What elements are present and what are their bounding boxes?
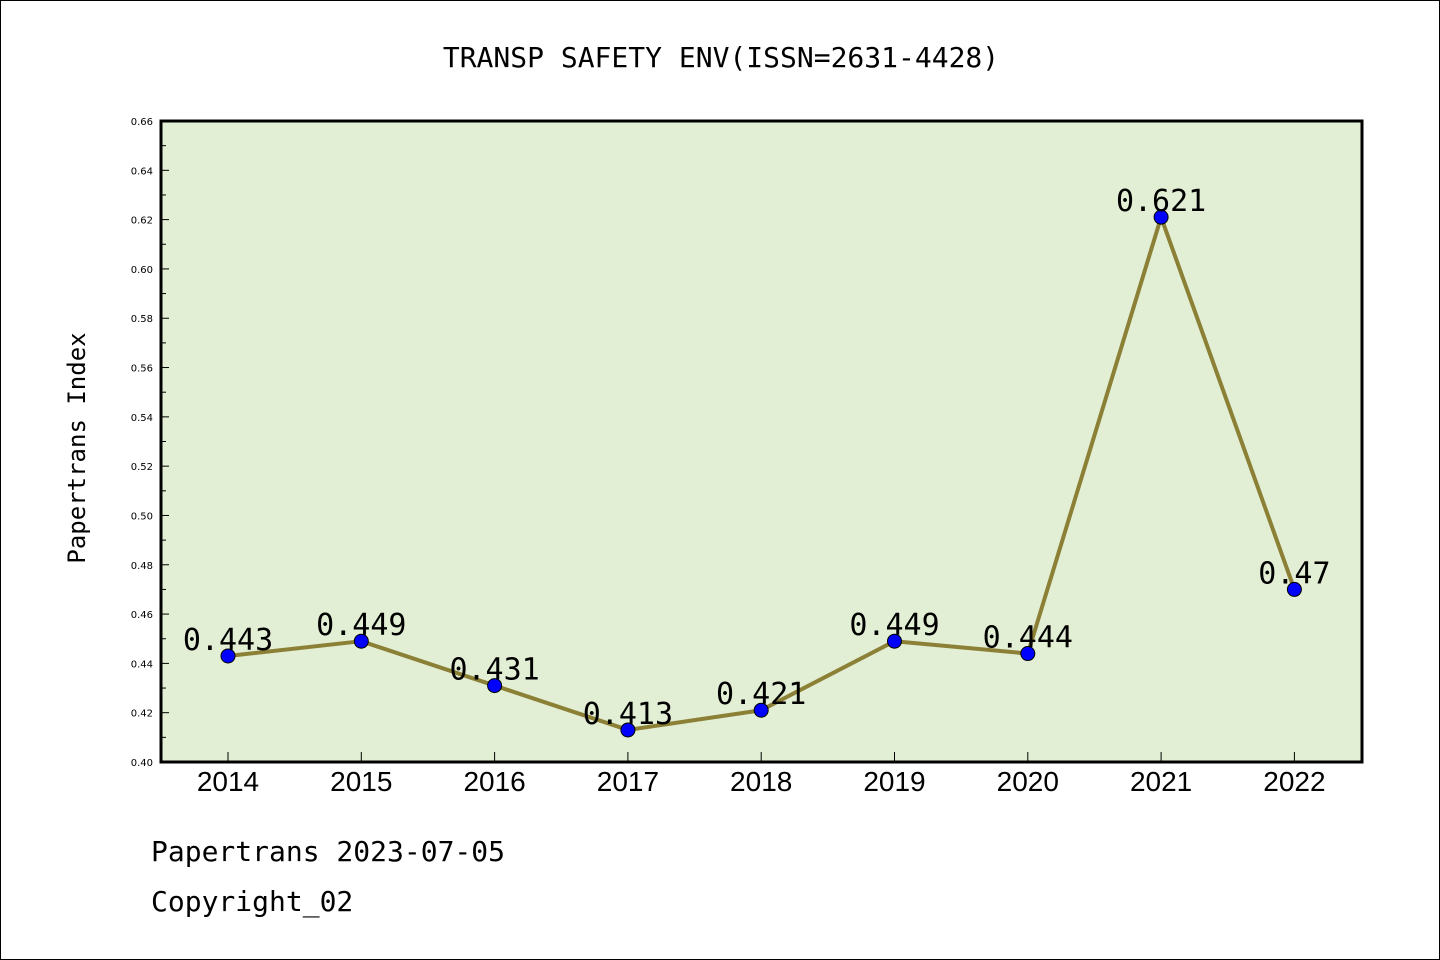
x-tick-label: 2016 (463, 766, 525, 797)
data-point-2016 (487, 678, 503, 694)
data-label-2018: 0.421 (716, 677, 806, 712)
y-tick-label: 0.48 (131, 561, 153, 572)
x-tick-label: 2017 (597, 766, 659, 797)
y-tick-label: 0.50 (131, 511, 153, 522)
y-tick-label: 0.56 (131, 364, 153, 375)
plot-area (161, 121, 1362, 762)
data-label-2021: 0.621 (1116, 184, 1206, 219)
data-point-2022 (1286, 581, 1302, 597)
data-point-2015 (353, 633, 369, 649)
data-label-2020: 0.444 (983, 621, 1073, 656)
data-point-2017 (620, 722, 636, 738)
footer-date: Papertrans 2023-07-05 (151, 835, 506, 868)
x-tick-label: 2020 (997, 766, 1059, 797)
chart-title: TRANSP SAFETY ENV(ISSN=2631-4428) (443, 41, 999, 74)
x-tick-label: 2018 (730, 766, 792, 797)
footer-copyright: Copyright_02 (151, 885, 354, 918)
y-axis-label: Papertrans Index (63, 332, 91, 563)
y-tick-label: 0.54 (131, 413, 153, 424)
data-label-2016: 0.431 (449, 653, 539, 688)
axis-ticks: 0.40 0.42 0.44 0.46 0.48 0.50 0.52 0.54 0.56 0.58… (131, 117, 1326, 797)
data-label-2014: 0.443 (183, 623, 273, 658)
data-point-2019 (887, 633, 902, 649)
y-tick-label: 0.40 (131, 758, 153, 769)
x-tick-label: 2021 (1130, 766, 1192, 797)
x-tick-label: 2019 (863, 766, 925, 797)
y-tick-label: 0.66 (131, 117, 153, 128)
y-tick-label: 0.46 (131, 610, 153, 621)
data-point-2018 (753, 702, 769, 718)
plot-border (159, 119, 1364, 764)
x-tick-label: 2022 (1263, 766, 1325, 797)
y-tick-label: 0.42 (131, 709, 153, 720)
data-point-2021 (1153, 209, 1169, 225)
data-point-2014 (220, 648, 236, 664)
y-tick-label: 0.62 (131, 216, 153, 227)
x-tick-label: 2014 (197, 766, 259, 797)
x-tick-label: 2015 (330, 766, 392, 797)
data-label-2015: 0.449 (316, 608, 406, 643)
data-label-2017: 0.413 (583, 697, 673, 732)
data-point-2020 (1020, 646, 1036, 662)
y-tick-label: 0.44 (131, 659, 153, 670)
data-label-2022: 0.47 (1258, 556, 1330, 591)
series-markers (220, 209, 1302, 738)
data-labels: 0.443 0.449 0.431 0.413 0.421 0.449 0.444 0.621… (183, 184, 1331, 732)
data-label-2019: 0.449 (849, 608, 939, 643)
y-tick-label: 0.60 (131, 265, 153, 276)
y-tick-label: 0.52 (131, 462, 153, 473)
y-tick-label: 0.58 (131, 314, 153, 325)
y-tick-label: 0.64 (131, 166, 153, 177)
